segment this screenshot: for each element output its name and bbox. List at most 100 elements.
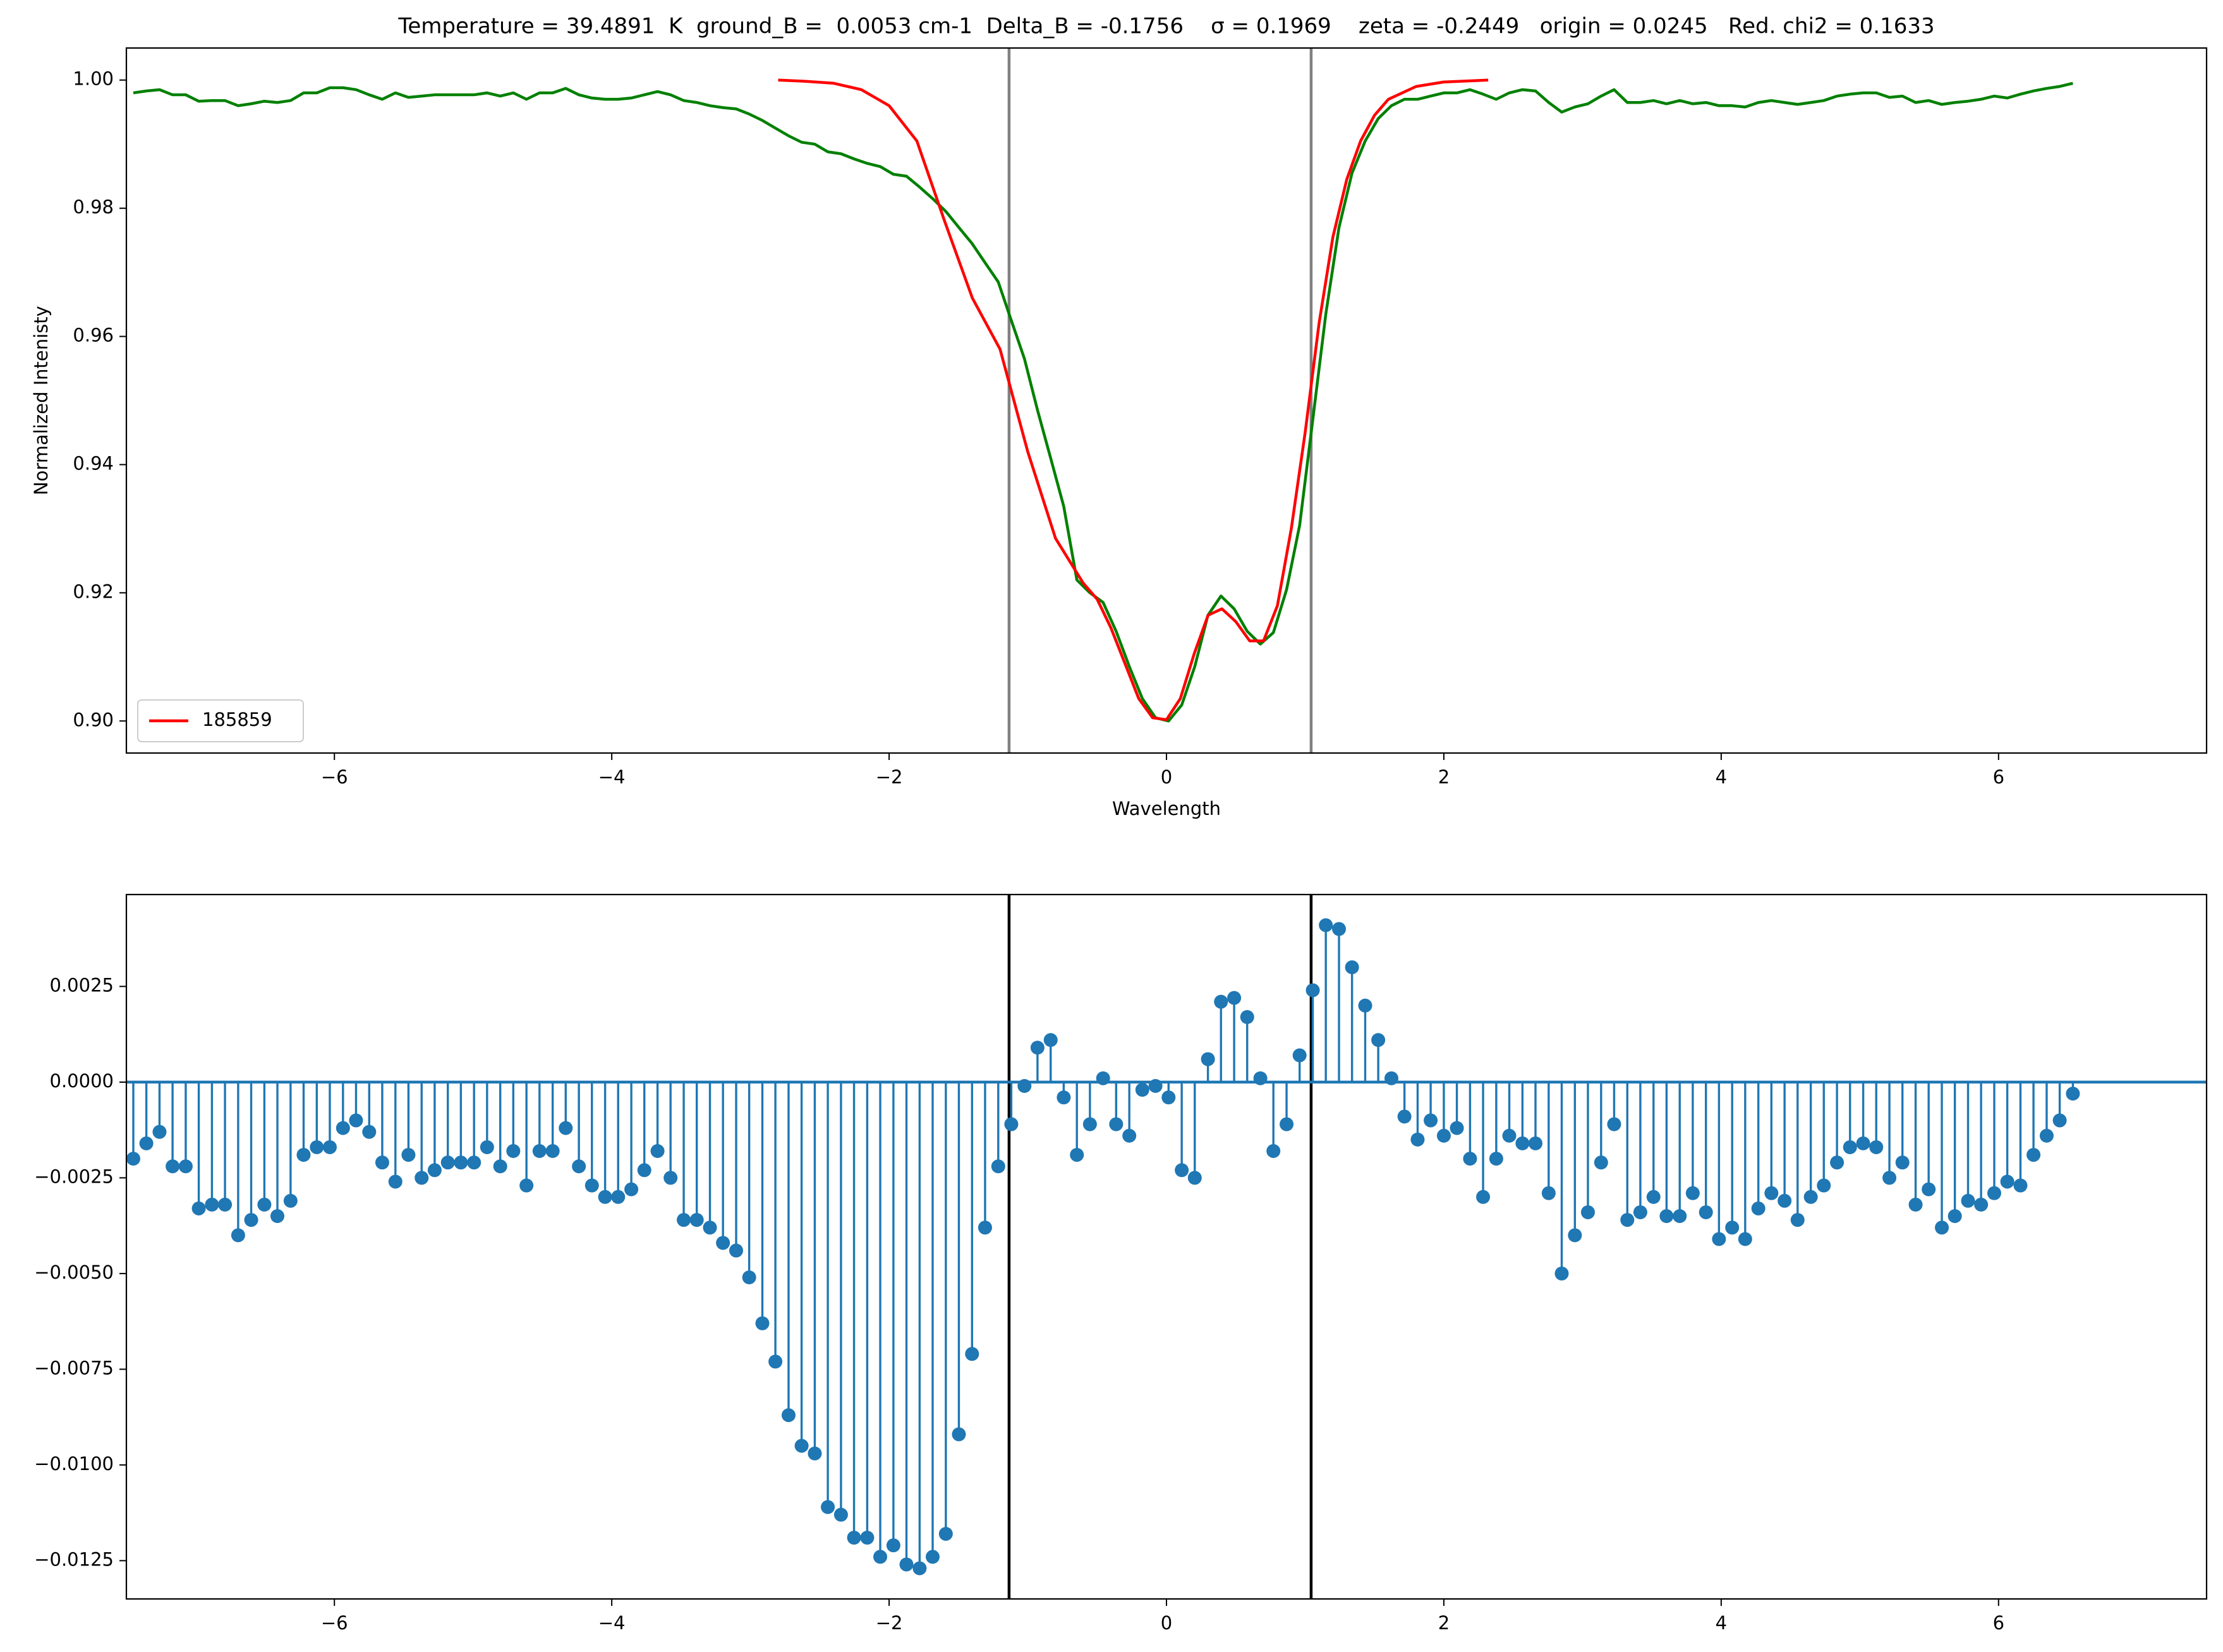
- stem-marker: [257, 1197, 272, 1212]
- stem-marker: [1673, 1209, 1687, 1224]
- stem-marker: [572, 1159, 586, 1174]
- stem-marker: [178, 1159, 193, 1174]
- stem-marker: [1987, 1186, 2001, 1200]
- y-tick-label: −0.0050: [34, 1262, 114, 1283]
- stem-marker: [506, 1144, 521, 1159]
- stem-marker: [2026, 1148, 2041, 1162]
- stem-marker: [1214, 994, 1228, 1009]
- stem-marker: [401, 1148, 416, 1162]
- stem-marker: [1882, 1171, 1897, 1185]
- stem-marker: [1122, 1128, 1137, 1143]
- stem-marker: [1685, 1186, 1700, 1200]
- stem-marker: [559, 1121, 573, 1135]
- stem-marker: [440, 1155, 455, 1170]
- stem-marker: [1541, 1186, 1556, 1200]
- y-tick-label: 0.90: [73, 709, 114, 730]
- y-tick-label: 0.92: [73, 581, 114, 602]
- stem-marker: [1856, 1136, 1870, 1150]
- stem-marker: [519, 1178, 534, 1193]
- x-tick-label: 6: [1993, 766, 2004, 788]
- stem-marker: [1017, 1078, 1032, 1093]
- stem-marker: [1529, 1136, 1543, 1150]
- stem-marker: [1070, 1148, 1084, 1162]
- stem-marker: [689, 1213, 704, 1227]
- stem-marker: [978, 1221, 992, 1235]
- stem-marker: [1869, 1140, 1884, 1154]
- stem-marker: [1974, 1197, 1989, 1212]
- y-axis-label: Normalized Intenisty: [30, 306, 52, 495]
- stem-marker: [191, 1201, 206, 1215]
- stem-marker: [742, 1270, 756, 1284]
- stem-marker: [1436, 1128, 1451, 1143]
- stem-marker: [1790, 1213, 1805, 1227]
- stem-marker: [375, 1155, 389, 1170]
- stem-marker: [794, 1438, 809, 1453]
- stem-marker: [1397, 1109, 1412, 1124]
- y-tick-label: 0.0000: [50, 1070, 114, 1092]
- stem-marker: [1148, 1078, 1163, 1093]
- stem-marker: [1424, 1113, 1438, 1128]
- stem-marker: [1305, 983, 1320, 998]
- stem-marker: [1201, 1052, 1215, 1066]
- stem-marker: [283, 1193, 298, 1208]
- stem-marker: [821, 1500, 835, 1514]
- stem-marker: [1057, 1090, 1071, 1105]
- stem-marker: [296, 1148, 311, 1162]
- stem-marker: [218, 1197, 233, 1212]
- stem-marker: [1096, 1071, 1110, 1085]
- stem-marker: [1109, 1117, 1124, 1131]
- y-tick-label: −0.0075: [34, 1357, 114, 1378]
- stem-marker: [1554, 1266, 1569, 1281]
- stem-marker: [808, 1446, 822, 1461]
- stem-marker: [624, 1182, 639, 1197]
- stem-marker: [1580, 1205, 1595, 1219]
- stem-marker: [716, 1236, 730, 1250]
- stem-marker: [2039, 1128, 2054, 1143]
- stem-marker: [886, 1538, 900, 1553]
- stem-marker: [1187, 1171, 1202, 1185]
- stem-marker: [637, 1163, 651, 1178]
- stem-marker: [1515, 1136, 1530, 1150]
- stem-marker: [310, 1140, 324, 1154]
- stem-marker: [1961, 1193, 1975, 1208]
- stem-marker: [1817, 1178, 1831, 1193]
- stem-marker: [1266, 1144, 1281, 1159]
- stem-marker: [1043, 1033, 1058, 1047]
- stem-marker: [598, 1190, 612, 1204]
- stem-marker: [677, 1213, 691, 1227]
- stem-marker: [1502, 1128, 1517, 1143]
- legend-label: 185859: [202, 709, 272, 730]
- x-tick-label: 4: [1716, 1612, 1727, 1634]
- x-tick-label: −6: [321, 766, 348, 788]
- x-tick-label: −4: [598, 1612, 626, 1634]
- stem-marker: [847, 1531, 861, 1545]
- stem-marker: [1633, 1205, 1647, 1219]
- stem-marker: [1908, 1197, 1923, 1212]
- x-tick-label: 0: [1161, 766, 1172, 788]
- stem-marker: [1371, 1033, 1386, 1047]
- stem-marker: [1764, 1186, 1779, 1200]
- stem-marker: [1280, 1117, 1294, 1131]
- stem-marker: [1607, 1117, 1621, 1131]
- stem-marker: [205, 1197, 219, 1212]
- stem-marker: [493, 1159, 507, 1174]
- stem-marker: [1030, 1040, 1045, 1055]
- stem-marker: [663, 1171, 678, 1185]
- stem-marker: [1830, 1155, 1844, 1170]
- stem-marker: [873, 1550, 888, 1564]
- x-tick-label: −2: [876, 766, 903, 788]
- legend-box: [137, 699, 304, 742]
- stem-marker: [1738, 1232, 1752, 1246]
- stem-marker: [1947, 1209, 1962, 1224]
- stem-marker: [1082, 1117, 1097, 1131]
- y-tick-label: 0.94: [73, 452, 114, 474]
- stem-marker: [1712, 1232, 1726, 1246]
- x-tick-label: 2: [1438, 1612, 1450, 1634]
- x-tick-label: −4: [598, 766, 626, 788]
- stem-marker: [2013, 1178, 2028, 1193]
- stem-marker: [244, 1213, 258, 1227]
- stem-marker: [833, 1507, 848, 1522]
- stem-marker: [1161, 1090, 1176, 1105]
- stem-marker: [2000, 1174, 2014, 1189]
- stem-marker: [1319, 918, 1333, 932]
